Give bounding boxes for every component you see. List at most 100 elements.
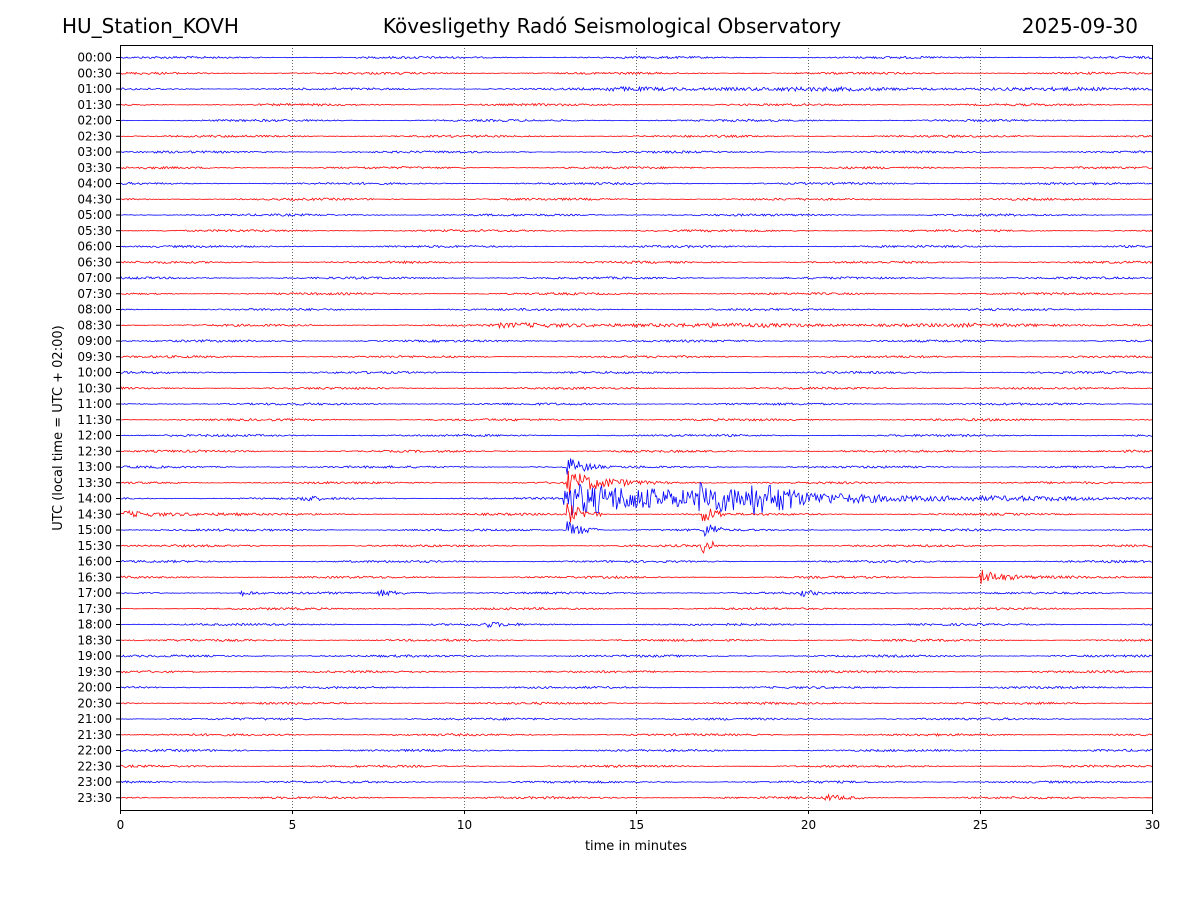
trace-0130 <box>119 102 1153 107</box>
trace-0230 <box>120 134 1153 139</box>
trace-2330 <box>119 793 1153 802</box>
y-tick-label: 13:00 <box>77 460 112 474</box>
y-tick-label: 14:30 <box>77 507 112 521</box>
trace-0900 <box>119 339 1153 343</box>
trace-2230 <box>119 764 1153 769</box>
trace-2130 <box>119 732 1152 737</box>
trace-1030 <box>119 386 1153 391</box>
trace-1530 <box>119 540 1153 554</box>
trace-1430 <box>119 503 1153 523</box>
trace-0600 <box>120 244 1153 249</box>
trace-1630 <box>119 569 1153 584</box>
trace-0330 <box>119 165 1153 170</box>
y-tick-label: 00:30 <box>77 66 112 80</box>
y-tick-label: 03:30 <box>77 161 112 175</box>
y-tick-label: 04:30 <box>77 192 112 206</box>
y-tick-label: 13:30 <box>77 476 112 490</box>
trace-1500 <box>119 521 1153 537</box>
trace-0400 <box>119 181 1153 186</box>
x-tick-label-25: 25 <box>973 818 988 832</box>
y-tick-label: 01:00 <box>77 82 112 96</box>
y-tick-label: 19:30 <box>77 665 112 679</box>
y-tick-label: 06:00 <box>77 240 112 254</box>
y-tick-label: 22:30 <box>77 759 112 773</box>
y-tick-label: 00:00 <box>77 51 112 65</box>
x-axis-label: time in minutes <box>585 839 687 854</box>
y-tick-label: 08:00 <box>77 303 112 317</box>
trace-1330 <box>119 470 1152 495</box>
y-tick-label: 04:00 <box>77 177 112 191</box>
y-tick-label: 02:00 <box>77 114 112 128</box>
y-tick-label: 16:00 <box>77 555 112 569</box>
y-tick-label: 06:30 <box>77 255 112 269</box>
y-tick-label: 09:30 <box>77 350 112 364</box>
trace-2300 <box>119 780 1153 784</box>
trace-1700 <box>119 588 1153 598</box>
grid-lines <box>292 45 981 810</box>
y-tick-label: 12:30 <box>77 444 112 458</box>
trace-0430 <box>119 197 1153 202</box>
trace-0000 <box>119 55 1153 60</box>
trace-0630 <box>119 260 1153 265</box>
trace-0730 <box>119 291 1153 296</box>
y-tick-label: 10:00 <box>77 366 112 380</box>
y-tick-label: 11:00 <box>77 397 112 411</box>
y-tick-label: 02:30 <box>77 129 112 143</box>
station-name: HU_Station_KOVH <box>62 14 239 38</box>
trace-layer <box>119 55 1153 802</box>
trace-1800 <box>119 621 1153 629</box>
y-tick-label: 03:00 <box>77 145 112 159</box>
y-tick-label: 23:30 <box>77 791 112 805</box>
trace-0500 <box>119 213 1153 217</box>
trace-1100 <box>119 402 1153 407</box>
x-tick-label-10: 10 <box>457 818 472 832</box>
trace-0200 <box>119 118 1153 123</box>
trace-1830 <box>119 638 1153 643</box>
y-tick-label: 17:30 <box>77 602 112 616</box>
trace-1300 <box>119 458 1153 475</box>
trace-1400 <box>120 481 1153 516</box>
y-tick-label: 05:30 <box>77 224 112 238</box>
y-tick-label: 07:00 <box>77 271 112 285</box>
x-tick-label-5: 5 <box>289 818 297 832</box>
trace-0700 <box>119 276 1153 280</box>
x-tick-label-15: 15 <box>629 818 644 832</box>
trace-0830 <box>119 321 1153 330</box>
y-tick-label: 10:30 <box>77 381 112 395</box>
trace-2030 <box>120 701 1153 706</box>
trace-1130 <box>120 417 1153 422</box>
y-tick-label: 17:00 <box>77 586 112 600</box>
y-tick-label: 07:30 <box>77 287 112 301</box>
y-axis-label: UTC (local time = UTC + 02:00) <box>51 325 66 530</box>
y-tick-label: 11:30 <box>77 413 112 427</box>
y-tick-label: 05:00 <box>77 208 112 222</box>
trace-1200 <box>119 433 1153 438</box>
trace-1600 <box>119 559 1153 564</box>
x-tick-label-30: 30 <box>1145 818 1160 832</box>
y-tick-label: 20:00 <box>77 681 112 695</box>
y-tick-label: 15:30 <box>77 539 112 553</box>
trace-2100 <box>120 717 1153 721</box>
y-tick-label: 22:00 <box>77 744 112 758</box>
y-tick-label: 21:00 <box>77 712 112 726</box>
trace-0930 <box>119 354 1153 359</box>
y-tick-label: 23:00 <box>77 775 112 789</box>
x-tick-label-20: 20 <box>801 818 816 832</box>
trace-1730 <box>119 606 1153 611</box>
trace-2000 <box>119 685 1153 690</box>
trace-0800 <box>119 307 1153 312</box>
observatory-title: Kövesligethy Radó Seismological Observat… <box>382 14 842 38</box>
x-axis-ticks: 0 5 10 15 20 25 30 <box>117 810 1160 832</box>
trace-1230 <box>119 449 1153 454</box>
plot-frame <box>120 45 1153 811</box>
y-tick-label: 16:30 <box>77 570 112 584</box>
y-tick-label: 08:30 <box>77 318 112 332</box>
y-tick-label: 21:30 <box>77 728 112 742</box>
chart-date: 2025-09-30 <box>1021 14 1138 38</box>
x-tick-label-0: 0 <box>117 818 125 832</box>
y-tick-label: 20:30 <box>77 696 112 710</box>
trace-2200 <box>119 748 1153 753</box>
trace-0300 <box>119 150 1153 154</box>
